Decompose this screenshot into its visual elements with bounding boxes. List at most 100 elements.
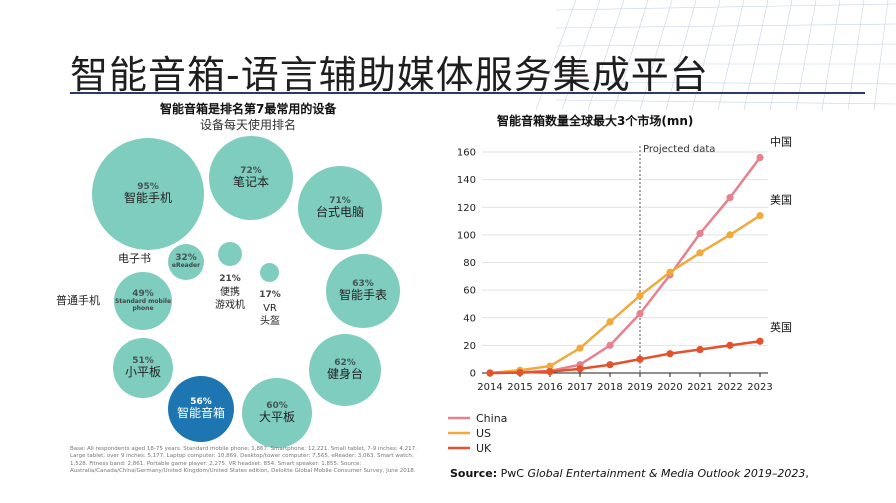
x-tick-label: 2022 (717, 382, 742, 393)
line-chart: 0 20 40 60 80 100 120 140 160 2014 2015 2016 2017 201… (448, 136, 792, 455)
bubble-pct: 62% (334, 357, 356, 368)
data-point (576, 344, 584, 352)
data-point (576, 365, 584, 373)
y-tick-label: 40 (463, 313, 476, 324)
data-point (546, 368, 554, 376)
data-point (726, 231, 734, 239)
data-point (666, 350, 674, 358)
y-tick-label: 160 (457, 148, 476, 159)
y-tick-label: 60 (463, 286, 476, 297)
x-tick-label: 2014 (477, 382, 502, 393)
network-background-decoration (535, 0, 896, 110)
source-prefix: Source: (450, 467, 498, 480)
bubble-vr-dot (260, 263, 279, 282)
source-text: PwC (497, 467, 528, 480)
bubble-pct: 17% (259, 290, 281, 300)
bubble-smart-speaker: 56% 智能音箱 (168, 376, 234, 442)
data-point (606, 318, 614, 326)
bubble-label: 小平板 (124, 364, 161, 379)
bubble-pct: 71% (329, 195, 351, 206)
series-end-label: 英国 (770, 320, 792, 334)
x-tick-label: 2017 (567, 382, 592, 393)
data-point (696, 229, 704, 238)
bubble-pct: 32% (175, 253, 197, 264)
x-tick-label: 2023 (747, 382, 772, 393)
data-point (756, 211, 764, 220)
bubble-small-tablet: 51% 小平板 (113, 338, 173, 398)
bubble-label: 台式电脑 (315, 204, 364, 219)
series-line-us (489, 214, 761, 375)
data-point (696, 249, 704, 257)
series-line-uk (489, 339, 761, 375)
legend-label: UK (476, 442, 492, 455)
bubble-label: VR 头盔 (260, 302, 280, 327)
data-point (756, 337, 764, 345)
y-tick-label: 140 (457, 175, 476, 186)
bubble-label-en: Standard mobile phone (114, 297, 172, 312)
bubble-smartwatch: 63% 智能手表 (326, 254, 400, 328)
bubble-fitness: 62% 健身台 (309, 334, 381, 406)
title-underline (70, 92, 865, 94)
data-point (486, 369, 494, 377)
base-note: Base: All respondents aged 18-75 years. … (70, 446, 417, 475)
slide-title: 智能音箱-语言辅助媒体服务集成平台 (70, 53, 709, 97)
y-tick-label: 0 (470, 369, 476, 380)
bubble-pct: 21% (219, 274, 241, 284)
series-end-label: 美国 (770, 194, 792, 207)
series-line-china (489, 156, 762, 375)
data-point (606, 341, 614, 349)
bubble-pct: 49% (132, 288, 154, 299)
left-panel-title: 智能音箱是排名第7最常用的设备 (160, 102, 337, 116)
bubble-label: 便携 游戏机 (215, 286, 245, 311)
data-point (546, 362, 554, 370)
chart-title: 智能音箱数量全球最大3个市场(mn) (497, 114, 694, 128)
x-tick-label: 2020 (657, 382, 682, 393)
bubble-pct: 72% (240, 165, 262, 176)
bubble-label-en: eReader (171, 262, 201, 270)
data-point (666, 268, 674, 276)
x-tick-label: 2015 (507, 382, 532, 393)
bubble-laptop: 72% 笔记本 (209, 136, 293, 220)
bubble-label: 大平板 (258, 409, 295, 424)
data-point (606, 361, 614, 369)
bubble-pct: 51% (132, 355, 154, 366)
x-tick-label: 2019 (627, 382, 652, 393)
bubble-desktop: 71% 台式电脑 (298, 166, 382, 250)
bubble-standard-mobile: 49% Standard mobile phone (114, 272, 172, 330)
x-tick-label: 2018 (597, 382, 622, 393)
data-point (756, 153, 764, 162)
y-tick-label: 20 (463, 341, 476, 352)
bubble-label: 健身台 (326, 366, 363, 381)
data-point (516, 368, 524, 377)
game-player-label: 21% 便携 游戏机 (205, 274, 255, 312)
y-tick-label: 120 (457, 203, 476, 214)
projected-label: Projected data (643, 144, 715, 155)
bubble-pct: 63% (352, 278, 374, 289)
bubble-ereader: 32% eReader (168, 244, 204, 280)
chart-source: Source: PwC Global Entertainment & Media… (450, 467, 809, 480)
bubble-game-player-dot (218, 242, 242, 266)
x-tick-label: 2021 (687, 382, 712, 393)
bubble-label: 智能手机 (123, 190, 172, 205)
data-point (696, 345, 704, 354)
bubble-large-tablet: 60% 大平板 (242, 378, 312, 448)
y-tick-label: 80 (463, 258, 476, 269)
bubble-pct: 95% (137, 181, 159, 192)
vr-label: 17% VR 头盔 (250, 290, 290, 328)
bubble-label: 智能手表 (338, 287, 387, 302)
left-panel-subtitle: 设备每天使用排名 (200, 118, 297, 132)
data-point (636, 310, 644, 318)
data-point (726, 341, 734, 349)
bubble-pct: 60% (266, 400, 288, 411)
bubble-smartphone: 95% 智能手机 (92, 138, 204, 250)
bubble-label: 智能音箱 (176, 405, 225, 420)
bubble-pct: 56% (190, 396, 212, 407)
source-italic: Global Entertainment & Media Outlook 201… (527, 467, 806, 480)
side-label-ereader: 电子书 (118, 252, 151, 265)
source-suffix: , (805, 467, 809, 480)
bubble-label: 笔记本 (232, 174, 269, 189)
data-point (636, 355, 644, 363)
x-tick-label: 2016 (537, 382, 562, 393)
y-tick-label: 100 (457, 230, 476, 241)
